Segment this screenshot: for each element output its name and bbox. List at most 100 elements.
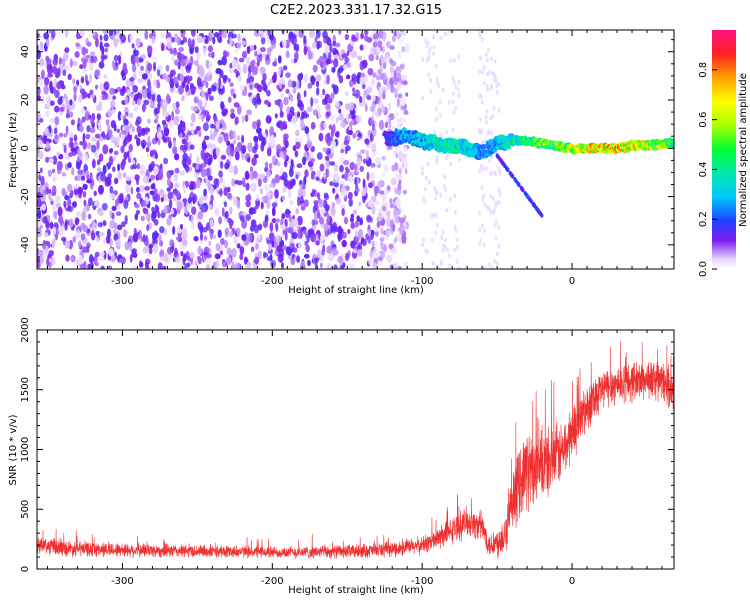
heatmap-cell [83, 199, 87, 207]
heatmap-cell [179, 132, 183, 139]
heatmap-cell [98, 153, 104, 162]
heatmap-cell [264, 214, 269, 223]
heatmap-cell [493, 73, 497, 79]
heatmap-cell [306, 106, 313, 113]
heatmap-cell [341, 53, 348, 59]
heatmap-cell [96, 159, 101, 166]
heatmap-cell [159, 249, 165, 257]
heatmap-cell [299, 136, 303, 145]
heatmap-cell [113, 54, 119, 62]
heatmap-cell [214, 207, 220, 216]
heatmap-cell [192, 195, 196, 205]
heatmap-cell [98, 61, 105, 69]
heatmap-cell [488, 69, 492, 75]
heatmap-cell [139, 42, 143, 48]
heatmap-cell [498, 168, 502, 174]
heatmap-cell [360, 32, 364, 40]
heatmap-cell [478, 168, 482, 174]
heatmap-cell [335, 172, 339, 183]
heatmap-cell [129, 123, 133, 130]
heatmap-cell [196, 256, 202, 261]
heatmap-cell [262, 53, 267, 59]
heatmap-cell [368, 182, 373, 189]
heatmap-cell [354, 220, 358, 229]
heatmap-cell [104, 47, 109, 53]
heatmap-cell [348, 171, 354, 177]
heatmap-cell [163, 127, 170, 137]
heatmap-cell [297, 111, 301, 118]
heatmap-cell [234, 151, 240, 161]
heatmap-cell [423, 186, 427, 192]
heatmap-cell [70, 190, 74, 196]
heatmap-cell [320, 234, 326, 242]
heatmap-cell [232, 196, 238, 206]
heatmap-cell [215, 120, 220, 130]
heatmap-cell [48, 30, 53, 34]
heatmap-cell [392, 262, 399, 269]
heatmap-cell [536, 207, 540, 213]
colorbar-tick-label: 0.4 [698, 161, 709, 177]
heatmap-cell [292, 145, 297, 152]
heatmap-cell [246, 82, 250, 88]
heatmap-cell [44, 110, 50, 118]
heatmap-cell [129, 151, 134, 159]
heatmap-cell [325, 159, 330, 170]
heatmap-cell [58, 132, 64, 138]
heatmap-cell [490, 130, 494, 136]
heatmap-cell [166, 217, 172, 226]
heatmap-cell [233, 102, 240, 108]
heatmap-cell [274, 189, 279, 199]
heatmap-cell [151, 89, 155, 95]
heatmap-cell [51, 30, 56, 39]
heatmap-cell [37, 180, 40, 190]
heatmap-cell [393, 111, 399, 119]
heatmap-cell [115, 211, 122, 217]
heatmap-cell [207, 142, 214, 149]
heatmap-cell [269, 222, 274, 233]
heatmap-cell [147, 45, 153, 54]
heatmap-cell [162, 99, 168, 109]
heatmap-cell [65, 125, 69, 135]
heatmap-cell [371, 122, 376, 132]
heatmap-cell [274, 174, 281, 184]
heatmap-cell [168, 140, 172, 149]
heatmap-cell [454, 84, 458, 90]
heatmap-cell [63, 144, 67, 154]
heatmap-cell [223, 201, 227, 208]
heatmap-cell [430, 237, 434, 243]
heatmap-cell [209, 30, 214, 37]
heatmap-cell [205, 167, 211, 178]
heatmap-cell [92, 222, 98, 231]
heatmap-cell [344, 57, 350, 63]
heatmap-cell [211, 85, 217, 92]
heatmap-cell [199, 66, 205, 77]
heatmap-cell [178, 47, 185, 52]
heatmap-cell [323, 192, 329, 198]
heatmap-cell [670, 141, 674, 149]
heatmap-cell [90, 262, 94, 269]
heatmap-cell [359, 165, 365, 172]
heatmap-cell [203, 110, 210, 117]
heatmap-cell [483, 228, 487, 234]
heatmap-cell [114, 239, 121, 245]
heatmap-cell [172, 102, 177, 111]
heatmap-cell [229, 82, 234, 87]
heatmap-cell [84, 110, 90, 121]
heatmap-cell [482, 80, 486, 86]
heatmap-cell [494, 236, 498, 241]
heatmap-cell [432, 34, 435, 40]
heatmap-cell [203, 74, 209, 83]
heatmap-cell [79, 85, 83, 90]
heatmap-cell [479, 130, 482, 136]
colorbar: 0.0 0.2 0.4 0.6 0.8 Normalized spectral ampl… [698, 30, 749, 277]
heatmap-cell [305, 233, 308, 239]
heatmap-cell [487, 262, 491, 268]
heatmap-cell [99, 255, 105, 263]
y-tick-label: -20 [20, 188, 31, 204]
heatmap-cell [224, 210, 229, 219]
heatmap-cell [347, 191, 353, 200]
heatmap-cell [231, 247, 237, 258]
heatmap-cell [341, 239, 347, 248]
heatmap-cell [266, 191, 271, 197]
heatmap-cell [132, 85, 138, 93]
